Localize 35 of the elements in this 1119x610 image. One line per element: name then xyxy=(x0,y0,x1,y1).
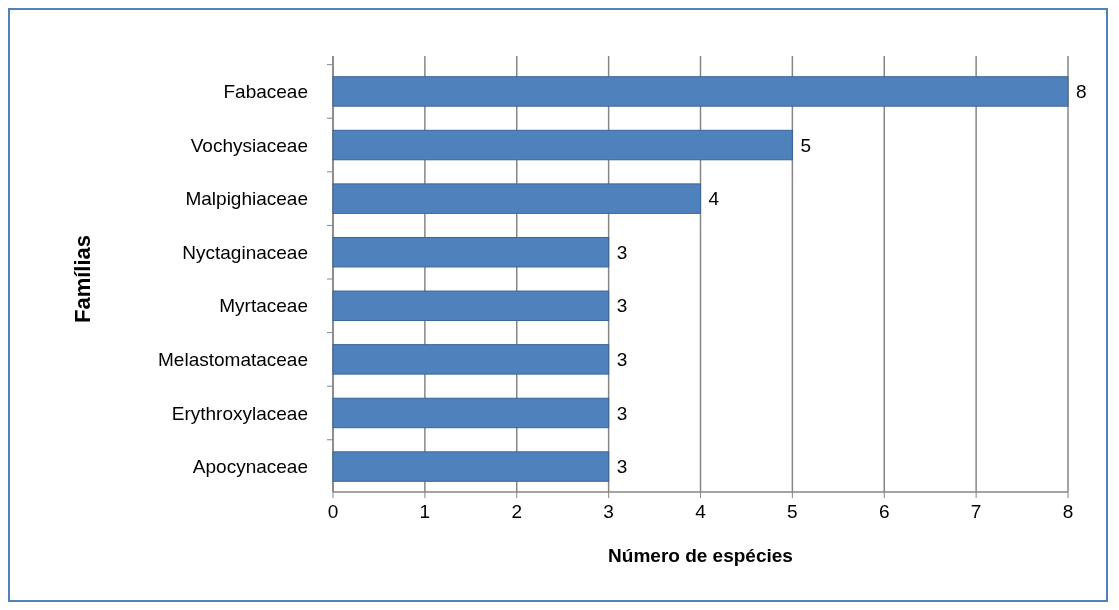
bar xyxy=(332,451,610,482)
bar xyxy=(332,76,1069,107)
data-label: 4 xyxy=(708,188,720,210)
y-tick-label: Erythroxylaceae xyxy=(171,402,308,424)
bar xyxy=(332,344,610,375)
data-label: 3 xyxy=(616,295,628,317)
bar xyxy=(332,183,701,214)
y-tick-label: Melastomataceae xyxy=(158,349,308,371)
x-tick-label: 4 xyxy=(695,501,707,522)
y-tick-label: Fabaceae xyxy=(223,81,308,103)
x-tick-label: 1 xyxy=(419,501,431,522)
x-tick-label: 2 xyxy=(511,501,523,522)
y-tick-label: Apocynaceae xyxy=(192,456,308,478)
bar xyxy=(332,129,793,161)
x-tick-label: 5 xyxy=(787,501,798,522)
x-tick-label: 7 xyxy=(970,501,982,522)
bar xyxy=(332,397,610,429)
data-label: 3 xyxy=(616,349,628,371)
data-label: 3 xyxy=(616,456,628,478)
x-tick-label: 6 xyxy=(878,501,890,522)
x-tick-label: 3 xyxy=(603,501,614,522)
bar xyxy=(332,236,610,268)
bar xyxy=(332,290,610,322)
y-axis-title: Famílias xyxy=(70,234,95,324)
data-label: 5 xyxy=(800,134,811,156)
data-label: 8 xyxy=(1076,81,1087,103)
x-tick-label: 0 xyxy=(327,501,339,522)
data-label: 3 xyxy=(616,402,628,424)
x-axis-title: Número de espécies xyxy=(608,545,793,566)
x-tick-label: 8 xyxy=(1062,501,1074,522)
y-tick-label: Nyctaginaceae xyxy=(182,241,308,263)
y-tick-label: Malpighiaceae xyxy=(185,188,308,210)
data-label: 3 xyxy=(616,241,628,263)
y-tick-label: Myrtaceae xyxy=(219,295,308,317)
y-tick-label: Vochysiaceae xyxy=(190,134,308,156)
